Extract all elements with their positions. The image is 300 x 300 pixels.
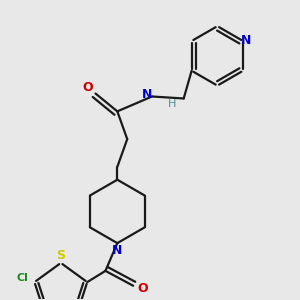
Text: Cl: Cl xyxy=(16,273,28,283)
Text: N: N xyxy=(241,34,251,46)
Text: N: N xyxy=(112,244,122,256)
Text: N: N xyxy=(142,88,152,101)
Text: H: H xyxy=(168,99,176,110)
Text: O: O xyxy=(82,81,93,94)
Text: O: O xyxy=(138,282,148,295)
Text: S: S xyxy=(56,248,65,262)
